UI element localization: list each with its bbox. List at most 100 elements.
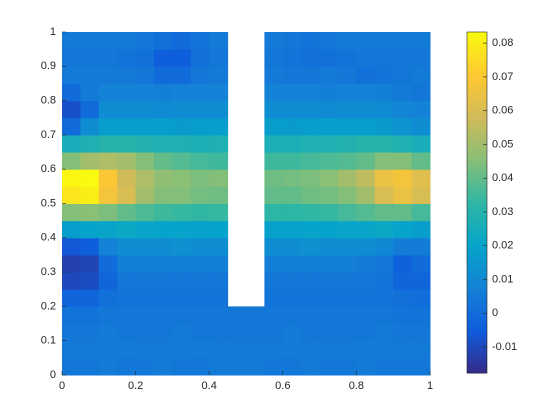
heat-cell xyxy=(209,237,229,256)
colorbar-swatch xyxy=(467,273,487,277)
heat-cell xyxy=(209,152,229,170)
heat-cell xyxy=(411,32,431,50)
heat-cell xyxy=(264,186,284,204)
colorbar-swatch xyxy=(467,347,487,351)
heat-cell xyxy=(154,323,173,342)
heat-cell xyxy=(319,272,339,290)
colorbar-swatch xyxy=(467,34,487,39)
heat-cell xyxy=(356,306,376,325)
colorbar-swatch xyxy=(467,199,487,203)
colorbar-swatch xyxy=(467,120,487,124)
heat-cell xyxy=(209,66,229,84)
colorbar-swatch xyxy=(467,327,487,331)
heat-cell xyxy=(393,134,413,153)
heat-cell xyxy=(282,66,302,84)
colorbar-swatch xyxy=(467,270,487,275)
heat-cell xyxy=(264,100,284,119)
heat-cell xyxy=(319,152,339,170)
heat-cell xyxy=(190,254,210,273)
colorbar-swatch xyxy=(467,287,487,292)
x-tick-label: 0.2 xyxy=(128,380,143,392)
heat-cell xyxy=(98,357,118,376)
heat-cell xyxy=(338,134,357,153)
colorbar-swatch xyxy=(467,103,487,107)
colorbar-swatch xyxy=(467,125,487,130)
heat-cell xyxy=(374,237,394,256)
heat-cell xyxy=(98,152,118,170)
heat-cell xyxy=(154,32,173,50)
heat-cell xyxy=(154,254,173,273)
colorbar-swatch xyxy=(467,131,487,135)
colorbar-swatch xyxy=(467,165,487,169)
heat-cell xyxy=(227,323,247,342)
heat-cell xyxy=(135,134,155,153)
heat-cell xyxy=(356,49,376,67)
heat-cell xyxy=(411,254,431,273)
heat-cell xyxy=(282,340,302,359)
x-tick-label: 0.4 xyxy=(202,380,217,392)
colorbar-swatch xyxy=(467,313,487,317)
heat-cell xyxy=(411,340,431,359)
heat-cell xyxy=(393,254,413,273)
heat-cell xyxy=(154,237,173,256)
heat-cell xyxy=(190,117,210,136)
heat-cell xyxy=(301,66,321,84)
heat-cell xyxy=(393,220,413,239)
heat-cell xyxy=(209,254,229,273)
heat-cell xyxy=(172,152,192,170)
heat-cell xyxy=(356,100,376,119)
heat-cell xyxy=(264,32,284,50)
colorbar-swatch xyxy=(467,168,487,172)
heat-cell xyxy=(117,237,137,256)
heat-cell xyxy=(374,272,394,290)
heat-cell xyxy=(264,83,284,102)
heat-cell xyxy=(117,306,137,325)
heat-cell xyxy=(338,220,357,239)
heat-cell xyxy=(264,289,284,307)
heat-cell xyxy=(172,169,192,187)
heat-cell xyxy=(264,272,284,290)
heat-cell xyxy=(411,134,431,153)
heat-cell xyxy=(301,152,321,170)
heat-cell xyxy=(98,340,118,359)
heat-cell xyxy=(356,66,376,84)
heat-cell xyxy=(374,203,394,222)
heat-cell xyxy=(117,323,137,342)
colorbar-swatch xyxy=(467,108,487,113)
heat-cell xyxy=(209,49,229,67)
heat-cell xyxy=(172,357,192,376)
colorbar-swatch xyxy=(467,236,487,240)
heat-cell xyxy=(374,357,394,376)
heat-cell xyxy=(117,340,137,359)
colorbar-swatch xyxy=(467,353,487,357)
heat-cell xyxy=(411,289,431,307)
y-tick-label: 0.8 xyxy=(41,95,56,107)
heat-cell xyxy=(209,272,229,290)
heat-cell xyxy=(190,186,210,204)
heat-cell xyxy=(190,169,210,187)
heat-cell xyxy=(190,272,210,290)
colorbar-swatch xyxy=(467,324,487,329)
colorbar-swatch xyxy=(467,157,487,161)
colorbar-swatch xyxy=(467,71,487,76)
heat-cell xyxy=(172,100,192,119)
colorbar-swatch xyxy=(467,230,487,235)
heat-cell xyxy=(190,323,210,342)
colorbar-swatch xyxy=(467,66,487,70)
heat-cell xyxy=(209,100,229,119)
colorbar-tick-label: 0.04 xyxy=(492,172,513,184)
colorbar-swatch xyxy=(467,68,487,73)
heat-cell xyxy=(374,117,394,136)
heat-cell xyxy=(117,169,137,187)
colorbar-swatch xyxy=(467,100,487,104)
heat-cell xyxy=(172,306,192,325)
heat-cell xyxy=(80,203,100,222)
heat-cell xyxy=(282,203,302,222)
heat-cell xyxy=(80,186,100,204)
heat-cell xyxy=(356,83,376,102)
colorbar-swatch xyxy=(467,63,487,67)
colorbar-swatch xyxy=(467,88,487,93)
x-tick-label: 0.8 xyxy=(349,380,364,392)
heat-cell xyxy=(374,32,394,50)
heat-cell xyxy=(393,203,413,222)
